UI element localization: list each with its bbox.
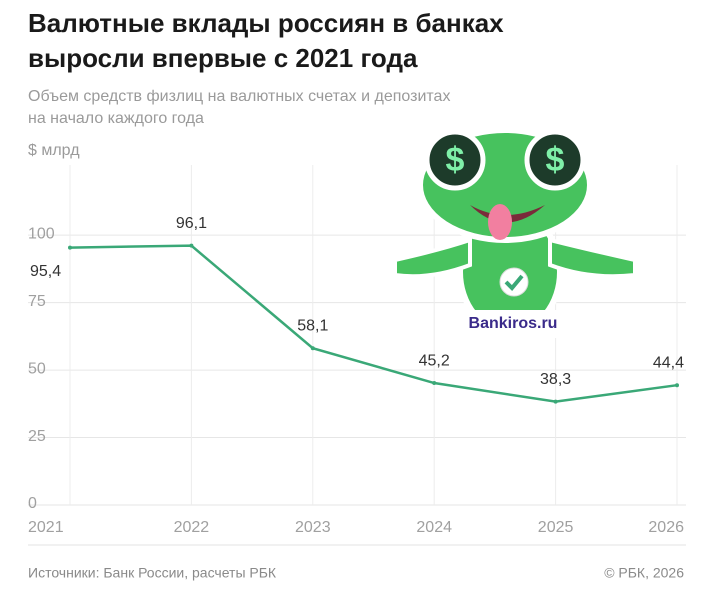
x-tick-label: 2022 bbox=[174, 519, 210, 536]
y-tick-label: 75 bbox=[28, 293, 46, 310]
x-tick-label: 2023 bbox=[295, 519, 331, 536]
x-tick-label: 2024 bbox=[416, 519, 452, 536]
mascot-plate bbox=[455, 310, 570, 338]
value-label: 96,1 bbox=[176, 215, 207, 232]
watermark: Bankiros.ru bbox=[469, 315, 558, 332]
point bbox=[310, 346, 315, 351]
y-tick-label: 0 bbox=[28, 495, 37, 512]
y-tick-label: 25 bbox=[28, 428, 46, 445]
y-tick-label: 100 bbox=[28, 225, 55, 242]
mascot-check bbox=[504, 274, 524, 291]
chart-subtitle: Объем средств физлиц на валютных счетах … bbox=[28, 88, 450, 105]
point bbox=[675, 383, 679, 388]
point bbox=[432, 381, 437, 386]
value-label: 95,4 bbox=[30, 263, 61, 280]
plot: 0 25 50 75 100 2021 2022 2023 2024 2025 2026 95,4 96… bbox=[28, 165, 686, 536]
mascot-eye-sign: $ bbox=[546, 141, 565, 179]
point bbox=[189, 243, 194, 248]
value-label: 38,3 bbox=[540, 371, 571, 388]
mascot-arm bbox=[548, 237, 637, 279]
x-tick-label: 2025 bbox=[538, 519, 574, 536]
value-label: 44,4 bbox=[653, 354, 684, 371]
x-tick-label: 2026 bbox=[648, 519, 684, 536]
y-axis-label: $ млрд bbox=[28, 142, 80, 159]
mascot-tongue bbox=[488, 204, 512, 240]
mascot-arm bbox=[393, 237, 472, 279]
mascot-eye-sign: $ bbox=[446, 141, 465, 179]
mascot: $ $ Bankiros.ru bbox=[393, 127, 637, 338]
mascot-eye bbox=[424, 129, 486, 191]
source: Источники: Банк России, расчеты РБК bbox=[28, 565, 277, 581]
chart-title: Валютные вклады россиян в банках bbox=[28, 8, 504, 38]
line bbox=[69, 244, 678, 403]
x-tick-label: 2021 bbox=[28, 519, 64, 536]
y-tick-label: 50 bbox=[28, 360, 46, 377]
mascot-eye bbox=[524, 129, 586, 191]
mascot-badge bbox=[499, 267, 529, 297]
credit: © РБК, 2026 bbox=[604, 565, 684, 581]
point bbox=[68, 245, 72, 250]
chart-subtitle: на начало каждого года bbox=[28, 110, 204, 127]
value-label: 58,1 bbox=[297, 317, 328, 334]
chart-title: выросли впервые с 2021 года bbox=[28, 43, 418, 73]
value-label: 45,2 bbox=[419, 352, 450, 369]
point bbox=[553, 399, 558, 404]
